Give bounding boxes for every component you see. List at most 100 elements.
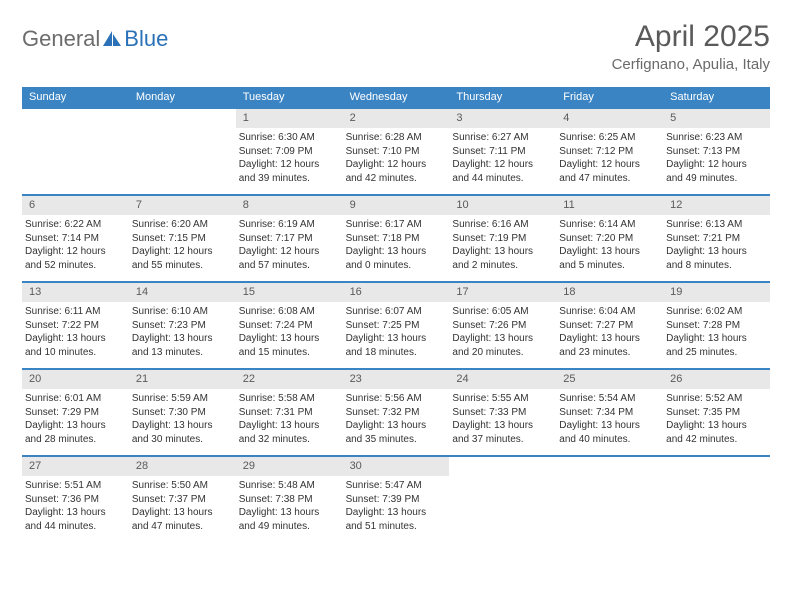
sunset-line: Sunset: 7:34 PM	[559, 406, 656, 420]
sunset-line: Sunset: 7:12 PM	[559, 145, 656, 159]
sunrise-line: Sunrise: 5:48 AM	[239, 479, 336, 493]
sunrise-line: Sunrise: 5:52 AM	[666, 392, 763, 406]
day-number: 21	[129, 370, 236, 389]
calendar-cell: 22Sunrise: 5:58 AMSunset: 7:31 PMDayligh…	[236, 370, 343, 457]
calendar-cell: 28Sunrise: 5:50 AMSunset: 7:37 PMDayligh…	[129, 457, 236, 544]
weekday-header: Monday	[129, 87, 236, 109]
calendar-cell: 13Sunrise: 6:11 AMSunset: 7:22 PMDayligh…	[22, 283, 129, 370]
calendar-cell: 23Sunrise: 5:56 AMSunset: 7:32 PMDayligh…	[343, 370, 450, 457]
sunrise-line: Sunrise: 5:54 AM	[559, 392, 656, 406]
day-body: Sunrise: 5:50 AMSunset: 7:37 PMDaylight:…	[129, 476, 236, 536]
sunset-line: Sunset: 7:09 PM	[239, 145, 336, 159]
calendar-cell: 9 Sunrise: 6:17 AMSunset: 7:18 PMDaylight…	[343, 196, 450, 283]
sunset-line: Sunset: 7:26 PM	[452, 319, 549, 333]
day-body: Sunrise: 5:59 AMSunset: 7:30 PMDaylight:…	[129, 389, 236, 449]
daylight-line: Daylight: 13 hours and 25 minutes.	[666, 332, 763, 359]
day-body: Sunrise: 6:02 AMSunset: 7:28 PMDaylight:…	[663, 302, 770, 362]
sunset-line: Sunset: 7:11 PM	[452, 145, 549, 159]
sunrise-line: Sunrise: 6:20 AM	[132, 218, 229, 232]
day-body: Sunrise: 6:30 AMSunset: 7:09 PMDaylight:…	[236, 128, 343, 188]
day-body: Sunrise: 5:54 AMSunset: 7:34 PMDaylight:…	[556, 389, 663, 449]
sunrise-line: Sunrise: 6:30 AM	[239, 131, 336, 145]
weekday-header: Friday	[556, 87, 663, 109]
day-number: 26	[663, 370, 770, 389]
day-number: 2	[343, 109, 450, 128]
daylight-line: Daylight: 13 hours and 35 minutes.	[346, 419, 443, 446]
calendar-cell: 3Sunrise: 6:27 AMSunset: 7:11 PMDaylight…	[449, 109, 556, 196]
day-body: Sunrise: 5:52 AMSunset: 7:35 PMDaylight:…	[663, 389, 770, 449]
day-number: 18	[556, 283, 663, 302]
sunset-line: Sunset: 7:33 PM	[452, 406, 549, 420]
sunset-line: Sunset: 7:23 PM	[132, 319, 229, 333]
title-block: April 2025 Cerfignano, Apulia, Italy	[612, 20, 770, 73]
day-body: Sunrise: 6:19 AMSunset: 7:17 PMDaylight:…	[236, 215, 343, 275]
daylight-line: Daylight: 13 hours and 0 minutes.	[346, 245, 443, 272]
header: General Blue April 2025 Cerfignano, Apul…	[22, 20, 770, 73]
sunset-line: Sunset: 7:27 PM	[559, 319, 656, 333]
sunrise-line: Sunrise: 6:14 AM	[559, 218, 656, 232]
daylight-line: Daylight: 13 hours and 28 minutes.	[25, 419, 122, 446]
day-body: Sunrise: 6:22 AMSunset: 7:14 PMDaylight:…	[22, 215, 129, 275]
calendar-cell: 20Sunrise: 6:01 AMSunset: 7:29 PMDayligh…	[22, 370, 129, 457]
daylight-line: Daylight: 13 hours and 47 minutes.	[132, 506, 229, 533]
day-number: 24	[449, 370, 556, 389]
day-number: 28	[129, 457, 236, 476]
day-body: Sunrise: 6:16 AMSunset: 7:19 PMDaylight:…	[449, 215, 556, 275]
day-number: 9	[343, 196, 450, 215]
weekday-header: Sunday	[22, 87, 129, 109]
calendar-cell	[129, 109, 236, 196]
day-number: 16	[343, 283, 450, 302]
day-number: 10	[449, 196, 556, 215]
calendar-cell: 12Sunrise: 6:13 AMSunset: 7:21 PMDayligh…	[663, 196, 770, 283]
day-number: 1	[236, 109, 343, 128]
daylight-line: Daylight: 12 hours and 49 minutes.	[666, 158, 763, 185]
day-body: Sunrise: 6:05 AMSunset: 7:26 PMDaylight:…	[449, 302, 556, 362]
daylight-line: Daylight: 13 hours and 23 minutes.	[559, 332, 656, 359]
day-number: 11	[556, 196, 663, 215]
sunrise-line: Sunrise: 5:47 AM	[346, 479, 443, 493]
sunset-line: Sunset: 7:18 PM	[346, 232, 443, 246]
sunrise-line: Sunrise: 6:28 AM	[346, 131, 443, 145]
calendar-cell	[663, 457, 770, 544]
calendar-cell: 15Sunrise: 6:08 AMSunset: 7:24 PMDayligh…	[236, 283, 343, 370]
sunrise-line: Sunrise: 6:17 AM	[346, 218, 443, 232]
calendar-cell: 27Sunrise: 5:51 AMSunset: 7:36 PMDayligh…	[22, 457, 129, 544]
logo-text-blue: Blue	[124, 26, 168, 52]
calendar-cell	[449, 457, 556, 544]
day-body: Sunrise: 5:47 AMSunset: 7:39 PMDaylight:…	[343, 476, 450, 536]
daylight-line: Daylight: 13 hours and 44 minutes.	[25, 506, 122, 533]
daylight-line: Daylight: 12 hours and 55 minutes.	[132, 245, 229, 272]
day-number: 4	[556, 109, 663, 128]
calendar-cell: 6Sunrise: 6:22 AMSunset: 7:14 PMDaylight…	[22, 196, 129, 283]
sunrise-line: Sunrise: 6:11 AM	[25, 305, 122, 319]
daylight-line: Daylight: 13 hours and 2 minutes.	[452, 245, 549, 272]
location: Cerfignano, Apulia, Italy	[612, 56, 770, 73]
day-body: Sunrise: 6:01 AMSunset: 7:29 PMDaylight:…	[22, 389, 129, 449]
day-number: 12	[663, 196, 770, 215]
calendar-cell: 18Sunrise: 6:04 AMSunset: 7:27 PMDayligh…	[556, 283, 663, 370]
sunset-line: Sunset: 7:17 PM	[239, 232, 336, 246]
sunset-line: Sunset: 7:29 PM	[25, 406, 122, 420]
sunrise-line: Sunrise: 6:19 AM	[239, 218, 336, 232]
day-body: Sunrise: 6:13 AMSunset: 7:21 PMDaylight:…	[663, 215, 770, 275]
day-number: 17	[449, 283, 556, 302]
day-number: 25	[556, 370, 663, 389]
calendar-cell: 7Sunrise: 6:20 AMSunset: 7:15 PMDaylight…	[129, 196, 236, 283]
calendar-cell: 11Sunrise: 6:14 AMSunset: 7:20 PMDayligh…	[556, 196, 663, 283]
day-number: 30	[343, 457, 450, 476]
sunset-line: Sunset: 7:21 PM	[666, 232, 763, 246]
daylight-line: Daylight: 13 hours and 49 minutes.	[239, 506, 336, 533]
day-number: 7	[129, 196, 236, 215]
day-body: Sunrise: 6:28 AMSunset: 7:10 PMDaylight:…	[343, 128, 450, 188]
weekday-header: Tuesday	[236, 87, 343, 109]
daylight-line: Daylight: 12 hours and 52 minutes.	[25, 245, 122, 272]
weekday-header: Wednesday	[343, 87, 450, 109]
daylight-line: Daylight: 12 hours and 57 minutes.	[239, 245, 336, 272]
day-number: 23	[343, 370, 450, 389]
calendar-cell: 8Sunrise: 6:19 AMSunset: 7:17 PMDaylight…	[236, 196, 343, 283]
day-body: Sunrise: 6:25 AMSunset: 7:12 PMDaylight:…	[556, 128, 663, 188]
calendar-cell: 19Sunrise: 6:02 AMSunset: 7:28 PMDayligh…	[663, 283, 770, 370]
sunset-line: Sunset: 7:35 PM	[666, 406, 763, 420]
daylight-line: Daylight: 13 hours and 5 minutes.	[559, 245, 656, 272]
calendar-cell: 2Sunrise: 6:28 AMSunset: 7:10 PMDaylight…	[343, 109, 450, 196]
